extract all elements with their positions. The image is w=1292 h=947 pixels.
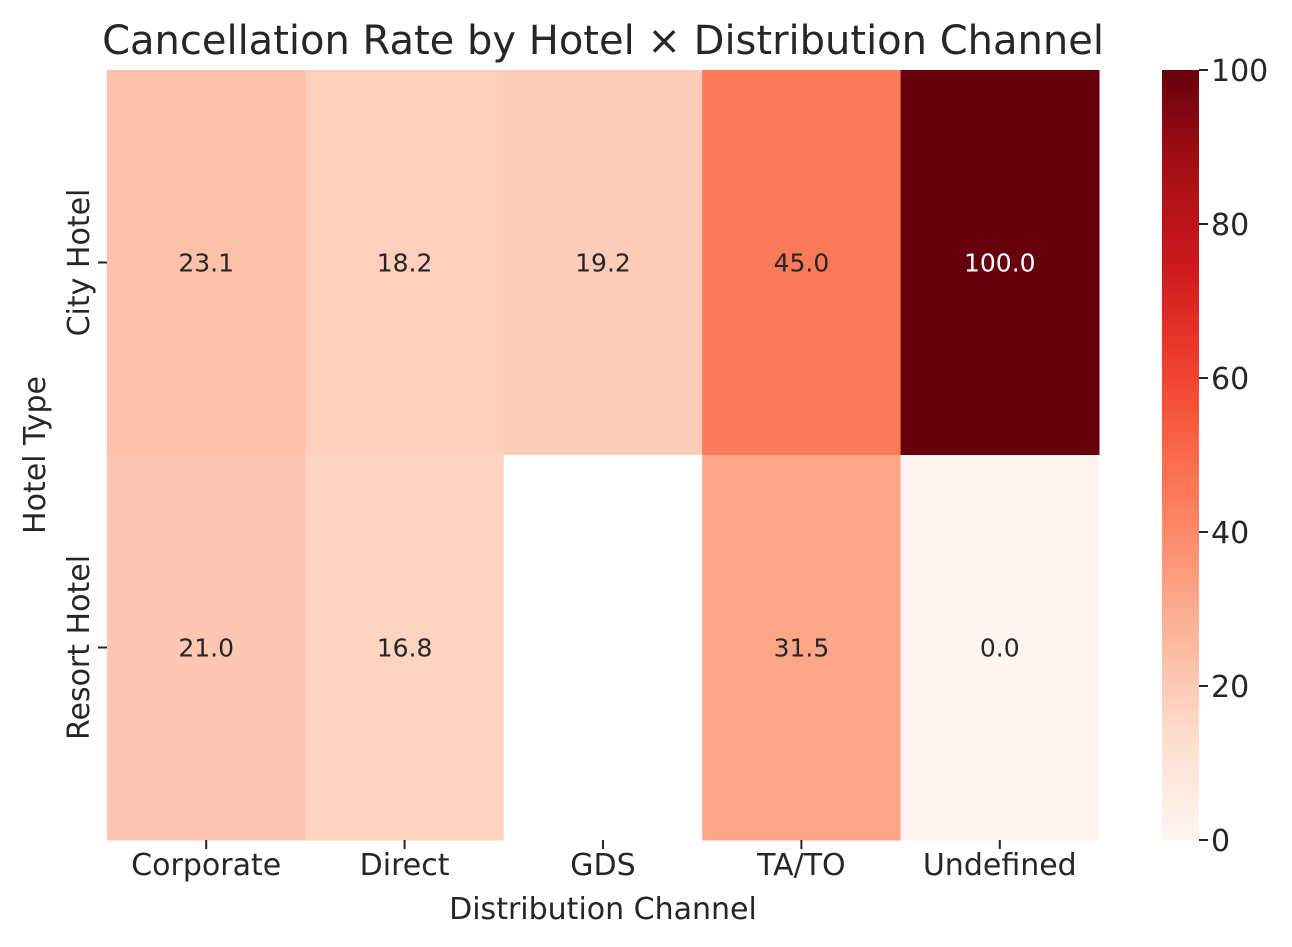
colorbar-tick-label: 100 (1211, 54, 1268, 89)
colorbar: 0 20 40 60 80 100 (1162, 54, 1268, 859)
x-axis: Corporate Direct GDS TA/TO Undefined (131, 840, 1077, 883)
cell-city-hotel-gds (503, 70, 703, 456)
y-axis: City Hotel Resort Hotel (62, 189, 107, 740)
colorbar-tick-label: 40 (1211, 516, 1249, 551)
cell-city-hotel-corporate-label: 23.1 (178, 249, 234, 278)
y-tick-label-resort-hotel: Resort Hotel (62, 555, 97, 740)
cell-value-labels: 23.1 18.2 19.2 45.0 100.0 21.0 16.8 31.5 0.0 (178, 249, 1035, 663)
y-axis-label: Hotel Type (18, 376, 53, 534)
colorbar-tick-label: 80 (1211, 208, 1249, 243)
x-tick-label-corporate: Corporate (131, 848, 281, 883)
cell-resort-hotel-corporate (107, 455, 306, 841)
x-tick-label-gds: GDS (570, 848, 635, 883)
cell-city-hotel-undefined-label: 100.0 (964, 249, 1036, 278)
colorbar-tick-label: 0 (1211, 824, 1230, 859)
x-tick-label-undefined: Undefined (923, 848, 1077, 883)
cell-city-hotel-ta-to (702, 70, 902, 456)
cell-city-hotel-gds-label: 19.2 (575, 249, 631, 278)
cell-resort-hotel-undefined (900, 455, 1100, 841)
cell-resort-hotel-ta-to-label: 31.5 (774, 634, 830, 663)
cell-city-hotel-direct (305, 70, 505, 456)
chart-title: Cancellation Rate by Hotel × Distributio… (102, 18, 1104, 64)
heatmap-cells (107, 70, 1100, 841)
cell-resort-hotel-direct-label: 16.8 (377, 634, 433, 663)
cell-resort-hotel-gds-empty (503, 455, 703, 840)
colorbar-gradient (1162, 70, 1199, 840)
y-tick-label-city-hotel: City Hotel (62, 189, 97, 337)
cell-resort-hotel-corporate-label: 21.0 (178, 634, 234, 663)
x-tick-label-ta-to: TA/TO (756, 848, 846, 883)
x-tick-label-direct: Direct (360, 848, 450, 883)
cell-city-hotel-ta-to-label: 45.0 (774, 249, 830, 278)
cell-resort-hotel-direct (305, 455, 505, 841)
cell-city-hotel-undefined (900, 70, 1100, 456)
x-axis-label: Distribution Channel (449, 892, 757, 927)
cell-city-hotel-direct-label: 18.2 (377, 249, 433, 278)
colorbar-tick-label: 20 (1211, 670, 1249, 705)
cell-resort-hotel-ta-to (702, 455, 902, 841)
cell-resort-hotel-undefined-label: 0.0 (980, 634, 1020, 663)
cell-city-hotel-corporate (107, 70, 306, 456)
colorbar-tick-label: 60 (1211, 362, 1249, 397)
